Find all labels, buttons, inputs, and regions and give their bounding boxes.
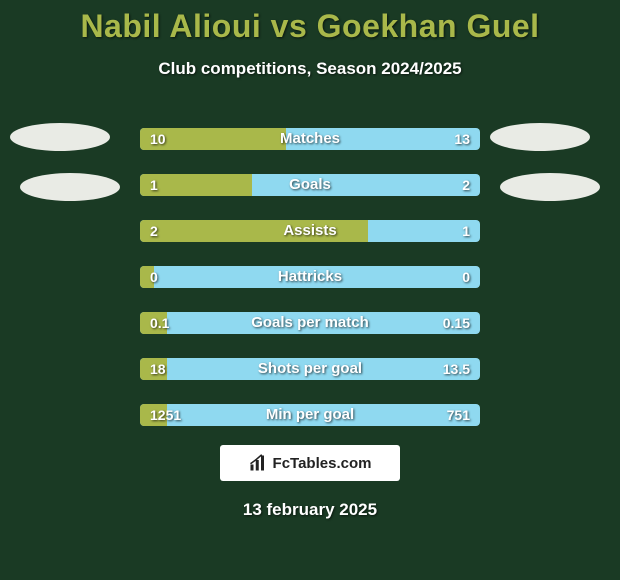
stat-value-right: 0 — [462, 266, 470, 288]
stat-row: 2Assists1 — [140, 220, 480, 242]
player-oval-left-2 — [20, 173, 120, 201]
date-text: 13 february 2025 — [0, 500, 620, 520]
stat-value-right: 2 — [462, 174, 470, 196]
stat-value-right: 13 — [454, 128, 470, 150]
comparison-bars: 10Matches131Goals22Assists10Hattricks00.… — [140, 128, 480, 450]
stat-row: 10Matches13 — [140, 128, 480, 150]
stat-label: Goals — [140, 174, 480, 196]
stat-row: 1Goals2 — [140, 174, 480, 196]
comparison-infographic: Nabil Alioui vs Goekhan Guel Club compet… — [0, 0, 620, 580]
stat-value-right: 0.15 — [443, 312, 470, 334]
subtitle: Club competitions, Season 2024/2025 — [0, 59, 620, 79]
stat-row: 1251Min per goal751 — [140, 404, 480, 426]
stat-row: 0Hattricks0 — [140, 266, 480, 288]
page-title: Nabil Alioui vs Goekhan Guel — [0, 0, 620, 45]
stat-label: Goals per match — [140, 312, 480, 334]
stat-value-right: 1 — [462, 220, 470, 242]
stat-row: 0.1Goals per match0.15 — [140, 312, 480, 334]
player-oval-left-1 — [10, 123, 110, 151]
stat-label: Matches — [140, 128, 480, 150]
stat-value-right: 13.5 — [443, 358, 470, 380]
chart-icon — [249, 454, 267, 472]
stat-row: 18Shots per goal13.5 — [140, 358, 480, 380]
stat-value-right: 751 — [447, 404, 470, 426]
player-oval-right-2 — [500, 173, 600, 201]
stat-label: Shots per goal — [140, 358, 480, 380]
logo-text: FcTables.com — [273, 455, 372, 472]
stat-label: Min per goal — [140, 404, 480, 426]
logo-box: FcTables.com — [220, 445, 400, 481]
stat-label: Assists — [140, 220, 480, 242]
stat-label: Hattricks — [140, 266, 480, 288]
player-oval-right-1 — [490, 123, 590, 151]
